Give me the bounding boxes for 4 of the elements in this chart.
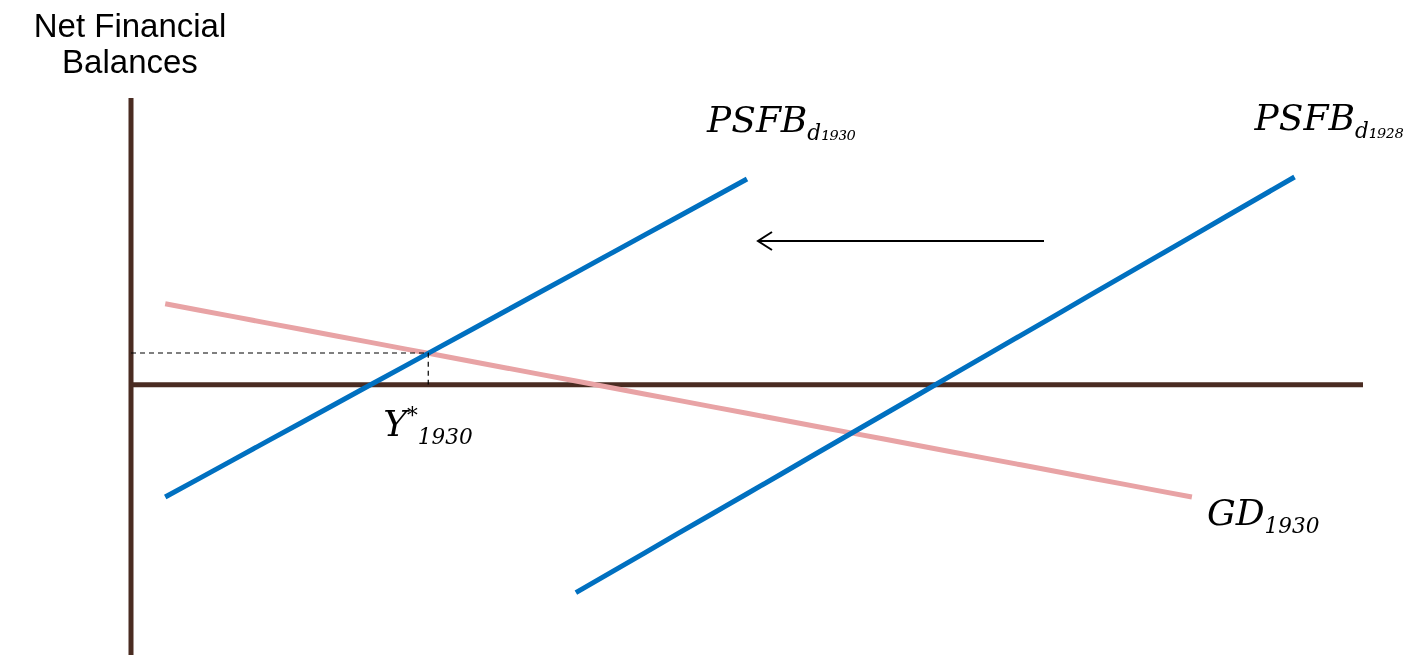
- series-label: PSFB$_{d₁₉₃₀}$: [707, 99, 856, 146]
- series-label: GD$_{1930}$: [1206, 492, 1320, 539]
- series-label: PSFB$_{d₁₉₂₈}$: [1254, 96, 1404, 144]
- y-axis-title: Net Financial Balances: [32, 7, 228, 80]
